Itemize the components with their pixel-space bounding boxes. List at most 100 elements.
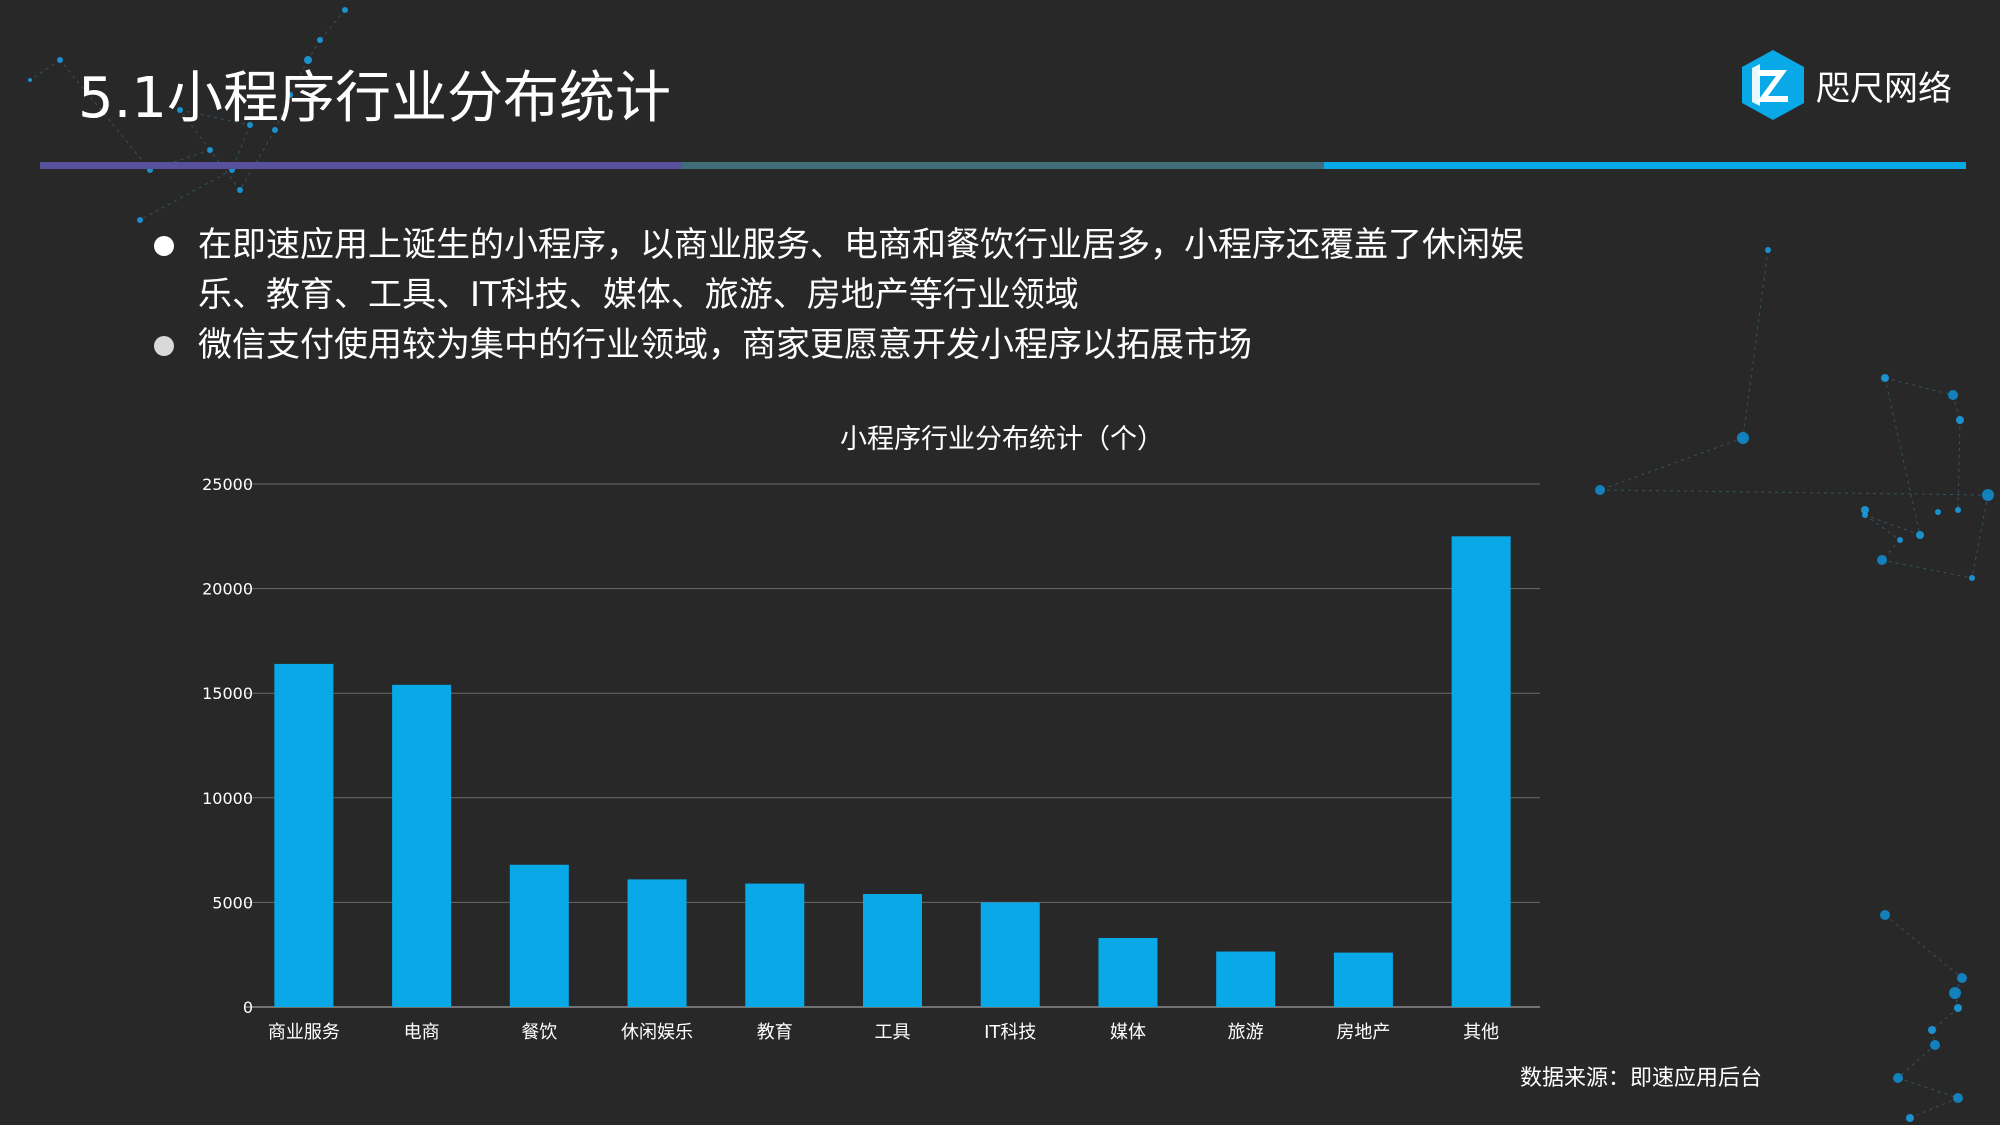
bullet-list: 在即速应用上诞生的小程序，以商业服务、电商和餐饮行业居多，小程序还覆盖了休闲娱乐…	[150, 220, 1570, 370]
bullet-item: 在即速应用上诞生的小程序，以商业服务、电商和餐饮行业居多，小程序还覆盖了休闲娱乐…	[150, 220, 1570, 320]
network-link	[1864, 514, 1921, 536]
bar-IT科技	[980, 902, 1040, 1007]
network-node-icon	[28, 78, 32, 82]
network-link	[1931, 1007, 1959, 1031]
bullet-text: 在即速应用上诞生的小程序，以商业服务、电商和餐饮行业居多，小程序还覆盖了休闲娱乐…	[198, 225, 1524, 315]
network-node-icon	[247, 122, 253, 128]
network-node-icon	[342, 7, 348, 13]
bar-休闲娱乐	[627, 879, 687, 1007]
network-node-icon	[1906, 1114, 1914, 1122]
network-node-icon	[1893, 1073, 1903, 1083]
slide-title: 5.1小程序行业分布统计	[78, 66, 672, 131]
x-tick-label: IT科技	[984, 1022, 1036, 1043]
network-link	[1864, 514, 1901, 541]
x-tick-label: 教育	[757, 1022, 793, 1043]
network-node-icon	[1948, 390, 1958, 400]
title-underline-bar	[40, 162, 1966, 169]
data-source-note: 数据来源：即速应用后台	[1520, 1066, 1763, 1091]
y-tick-label: 0	[243, 998, 253, 1017]
network-link	[1971, 494, 1989, 579]
bar-电商	[392, 684, 452, 1007]
network-link	[179, 109, 211, 151]
network-node-icon	[1969, 575, 1975, 581]
network-link	[1881, 559, 1973, 579]
network-node-icon	[1880, 910, 1890, 920]
y-tick-label: 20000	[202, 580, 253, 599]
network-link	[1957, 419, 1961, 511]
x-tick-label: 餐饮	[521, 1022, 557, 1043]
bar-媒体	[1098, 937, 1158, 1007]
network-link	[1884, 377, 1921, 536]
network-node-icon	[1930, 1040, 1940, 1050]
network-link	[59, 59, 151, 171]
network-node-icon	[207, 147, 213, 153]
network-node-icon	[272, 127, 278, 133]
bar-商业服务	[274, 663, 334, 1007]
network-link	[1909, 1097, 1959, 1119]
network-node-icon	[287, 92, 293, 98]
network-node-icon	[1765, 247, 1771, 253]
network-node-icon	[1949, 987, 1961, 999]
bullet-dot-icon	[154, 236, 174, 256]
underline-segment-purple	[40, 162, 682, 169]
y-tick-label: 5000	[212, 893, 253, 912]
network-node-icon	[1955, 507, 1961, 513]
bar-餐饮	[509, 864, 569, 1007]
network-link	[1599, 437, 1744, 491]
network-link	[29, 59, 61, 81]
x-tick-label: 媒体	[1110, 1022, 1146, 1043]
bullet-text: 微信支付使用较为集中的行业领域，商家更愿意开发小程序以拓展市场	[198, 325, 1252, 365]
network-link	[1884, 377, 1954, 396]
bullet-dot-icon	[154, 336, 174, 356]
bar-旅游	[1216, 951, 1276, 1007]
network-node-icon	[1595, 485, 1605, 495]
network-node-icon	[1916, 531, 1924, 539]
network-node-icon	[1957, 973, 1967, 983]
network-node-icon	[304, 56, 312, 64]
x-tick-label: 其他	[1463, 1022, 1499, 1043]
network-node-icon	[1737, 432, 1749, 444]
x-tick-label: 旅游	[1228, 1022, 1264, 1043]
x-tick-label: 电商	[404, 1022, 440, 1043]
bar-其他	[1451, 536, 1511, 1007]
y-tick-label: 10000	[202, 789, 253, 808]
network-node-icon	[1953, 1093, 1963, 1103]
x-tick-label: 休闲娱乐	[621, 1022, 693, 1043]
bar-教育	[745, 883, 805, 1007]
network-node-icon	[237, 187, 243, 193]
network-link	[1599, 489, 1989, 496]
x-tick-label: 商业服务	[268, 1022, 340, 1043]
network-link	[231, 124, 251, 171]
network-node-icon	[177, 107, 183, 113]
underline-segment-blue	[1324, 162, 1966, 169]
network-node-icon	[317, 37, 323, 43]
network-node-icon	[1954, 1004, 1962, 1012]
network-link	[1897, 1044, 1936, 1079]
network-node-icon	[1897, 537, 1903, 543]
chart-title: 小程序行业分布统计（个）	[840, 424, 1164, 455]
network-link	[1952, 394, 1961, 421]
network-node-icon	[1877, 555, 1887, 565]
network-link	[239, 129, 276, 191]
network-node-icon	[1928, 1026, 1936, 1034]
network-node-icon	[1861, 506, 1869, 514]
bullet-item: 微信支付使用较为集中的行业领域，商家更愿意开发小程序以拓展市场	[150, 320, 1570, 370]
network-node-icon	[1956, 416, 1964, 424]
x-tick-label: 工具	[875, 1022, 911, 1043]
network-node-icon	[1935, 509, 1941, 515]
network-link	[179, 109, 251, 126]
network-node-icon	[137, 217, 143, 223]
network-link	[209, 149, 241, 191]
network-link	[1884, 914, 1963, 979]
network-node-icon	[1982, 489, 1994, 501]
x-tick-label: 房地产	[1336, 1022, 1390, 1043]
bar-工具	[863, 894, 922, 1007]
y-tick-label: 25000	[202, 475, 253, 494]
network-node-icon	[1862, 512, 1868, 518]
brand-logo-text: 咫尺网络	[1816, 68, 1952, 109]
y-tick-label: 15000	[202, 684, 253, 703]
network-node-icon	[1881, 374, 1889, 382]
underline-segment-teal	[682, 162, 1324, 169]
brand-logo-icon	[1742, 50, 1804, 120]
